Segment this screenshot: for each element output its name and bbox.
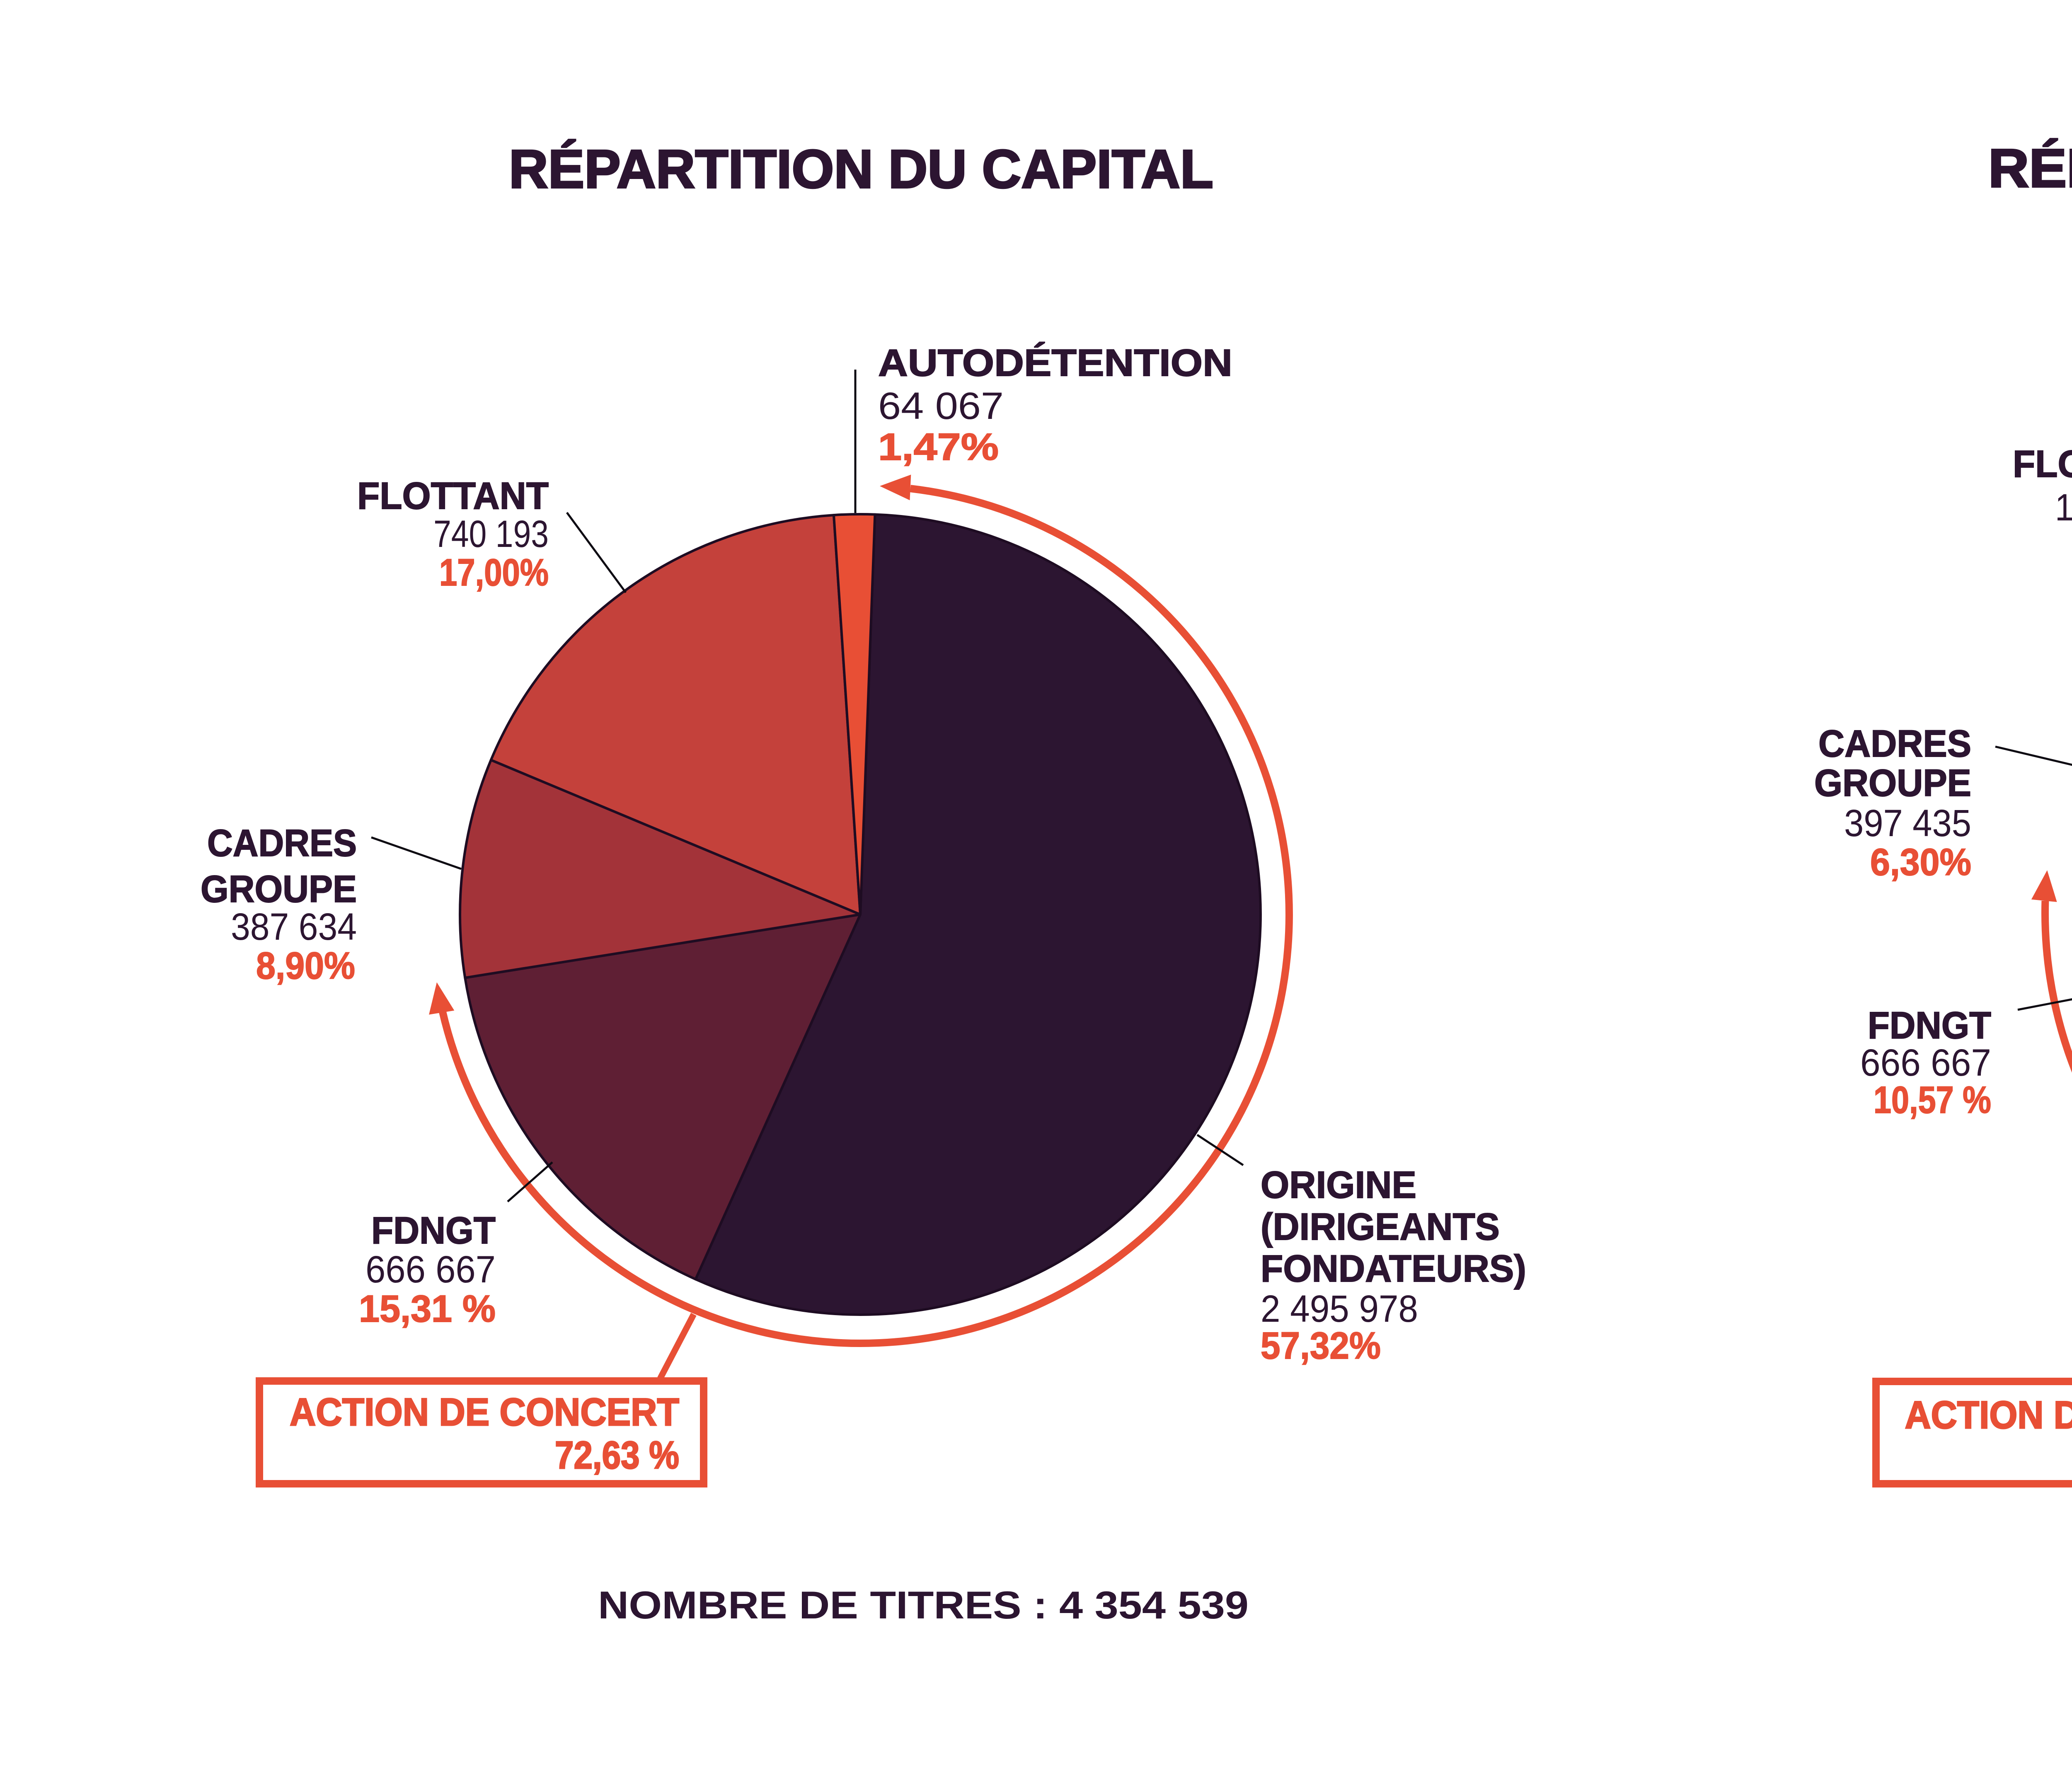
- svg-text:NOMBRE DE TITRES : 4 354 539: NOMBRE DE TITRES : 4 354 539: [598, 1583, 1249, 1627]
- svg-text:CADRES: CADRES: [207, 822, 357, 864]
- svg-text:FDNGT: FDNGT: [371, 1209, 496, 1252]
- svg-text:1,47%: 1,47%: [878, 426, 999, 468]
- svg-text:1 003 559: 1 003 559: [2055, 486, 2072, 529]
- svg-text:740 193: 740 193: [433, 513, 549, 555]
- svg-text:10,57 %: 10,57 %: [1874, 1079, 1991, 1121]
- svg-text:8,90%: 8,90%: [256, 945, 355, 987]
- svg-text:17,00%: 17,00%: [439, 551, 549, 594]
- svg-text:RÉPARTITION DU CAPITAL: RÉPARTITION DU CAPITAL: [509, 138, 1213, 199]
- svg-text:ACTION DE CONCERT: ACTION DE CONCERT: [290, 1390, 679, 1434]
- svg-text:AUTODÉTENTION: AUTODÉTENTION: [878, 341, 1232, 384]
- svg-text:2 495 978: 2 495 978: [1261, 1288, 1418, 1330]
- svg-text:(DIRIGEANTS: (DIRIGEANTS: [1261, 1206, 1500, 1248]
- svg-text:FDNGT: FDNGT: [1868, 1004, 1991, 1047]
- svg-text:666 667: 666 667: [366, 1248, 496, 1291]
- svg-text:ORIGINE: ORIGINE: [1261, 1164, 1416, 1206]
- svg-text:FONDATEURS): FONDATEURS): [1261, 1248, 1526, 1290]
- svg-text:6,30%: 6,30%: [1870, 841, 1971, 883]
- svg-text:72,63 %: 72,63 %: [555, 1433, 679, 1477]
- svg-text:CADRES: CADRES: [1818, 723, 1971, 765]
- svg-text:FLOTTANT: FLOTTANT: [2013, 443, 2072, 485]
- svg-text:GROUPE: GROUPE: [201, 868, 357, 910]
- svg-text:FLOTTANT: FLOTTANT: [357, 475, 549, 517]
- svg-text:15,31 %: 15,31 %: [359, 1288, 496, 1330]
- svg-text:64 067: 64 067: [878, 385, 1004, 427]
- svg-text:666 667: 666 667: [1860, 1042, 1991, 1084]
- svg-text:ACTION DE CONCERT: ACTION DE CONCERT: [1905, 1393, 2072, 1437]
- svg-text:57,32%: 57,32%: [1261, 1325, 1381, 1367]
- svg-text:397 435: 397 435: [1844, 802, 1971, 844]
- svg-text:387 634: 387 634: [231, 906, 357, 948]
- svg-text:GROUPE: GROUPE: [1814, 762, 1971, 804]
- svg-text:RÉPARTITION DES DROITS DE VOTE: RÉPARTITION DES DROITS DE VOTE: [1988, 138, 2072, 198]
